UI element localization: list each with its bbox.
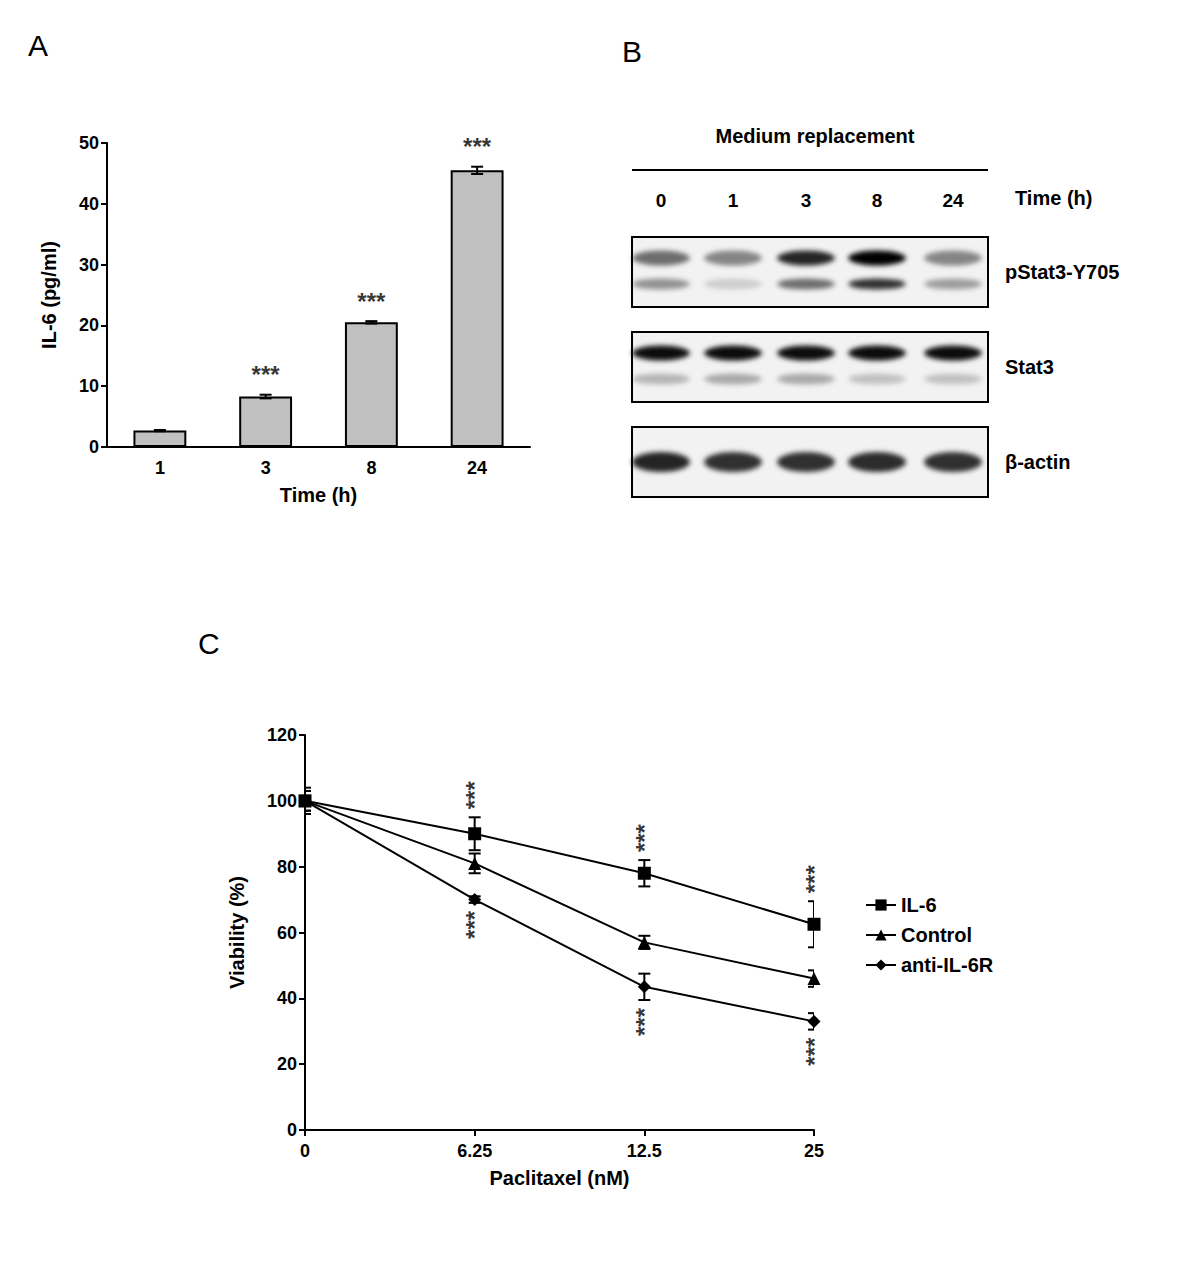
svg-text:β-actin: β-actin [1005, 451, 1071, 473]
svg-text:0: 0 [89, 437, 99, 457]
svg-text:***: *** [252, 361, 281, 388]
svg-text:***: *** [801, 1037, 828, 1066]
svg-text:Time (h): Time (h) [1015, 187, 1092, 209]
svg-text:0: 0 [300, 1141, 310, 1161]
svg-text:60: 60 [277, 923, 297, 943]
svg-text:IL-6: IL-6 [901, 894, 937, 916]
svg-text:8: 8 [366, 458, 376, 478]
svg-text:***: *** [801, 865, 828, 894]
svg-text:Viability (%): Viability (%) [226, 876, 248, 989]
svg-text:***: *** [463, 133, 492, 160]
svg-text:3: 3 [261, 458, 271, 478]
svg-text:Medium replacement: Medium replacement [716, 125, 915, 147]
svg-text:10: 10 [79, 376, 99, 396]
svg-text:0: 0 [656, 190, 667, 211]
svg-text:0: 0 [287, 1120, 297, 1140]
svg-text:120: 120 [267, 725, 297, 745]
svg-text:20: 20 [79, 315, 99, 335]
svg-text:A: A [28, 29, 48, 62]
svg-text:30: 30 [79, 255, 99, 275]
svg-text:C: C [198, 627, 220, 660]
svg-text:8: 8 [872, 190, 883, 211]
svg-text:40: 40 [277, 988, 297, 1008]
svg-text:80: 80 [277, 857, 297, 877]
svg-text:20: 20 [277, 1054, 297, 1074]
svg-text:100: 100 [267, 791, 297, 811]
svg-text:1: 1 [155, 458, 165, 478]
svg-text:***: *** [631, 1007, 658, 1036]
svg-text:IL-6 (pg/ml): IL-6 (pg/ml) [38, 241, 60, 349]
svg-text:1: 1 [728, 190, 739, 211]
svg-text:Stat3: Stat3 [1005, 356, 1054, 378]
svg-text:***: *** [461, 781, 488, 810]
svg-text:Time (h): Time (h) [280, 484, 357, 506]
svg-text:Paclitaxel (nM): Paclitaxel (nM) [489, 1167, 629, 1189]
svg-text:***: *** [631, 823, 658, 852]
svg-text:40: 40 [79, 194, 99, 214]
svg-text:6.25: 6.25 [457, 1141, 492, 1161]
svg-text:24: 24 [942, 190, 964, 211]
svg-text:50: 50 [79, 133, 99, 153]
svg-text:24: 24 [467, 458, 487, 478]
svg-text:pStat3-Y705: pStat3-Y705 [1005, 261, 1120, 283]
svg-text:3: 3 [801, 190, 812, 211]
svg-text:anti-IL-6R: anti-IL-6R [901, 954, 994, 976]
svg-text:Control: Control [901, 924, 972, 946]
svg-text:***: *** [461, 910, 488, 939]
svg-text:***: *** [357, 288, 386, 315]
svg-text:25: 25 [804, 1141, 824, 1161]
svg-text:12.5: 12.5 [627, 1141, 662, 1161]
svg-text:B: B [622, 35, 642, 68]
